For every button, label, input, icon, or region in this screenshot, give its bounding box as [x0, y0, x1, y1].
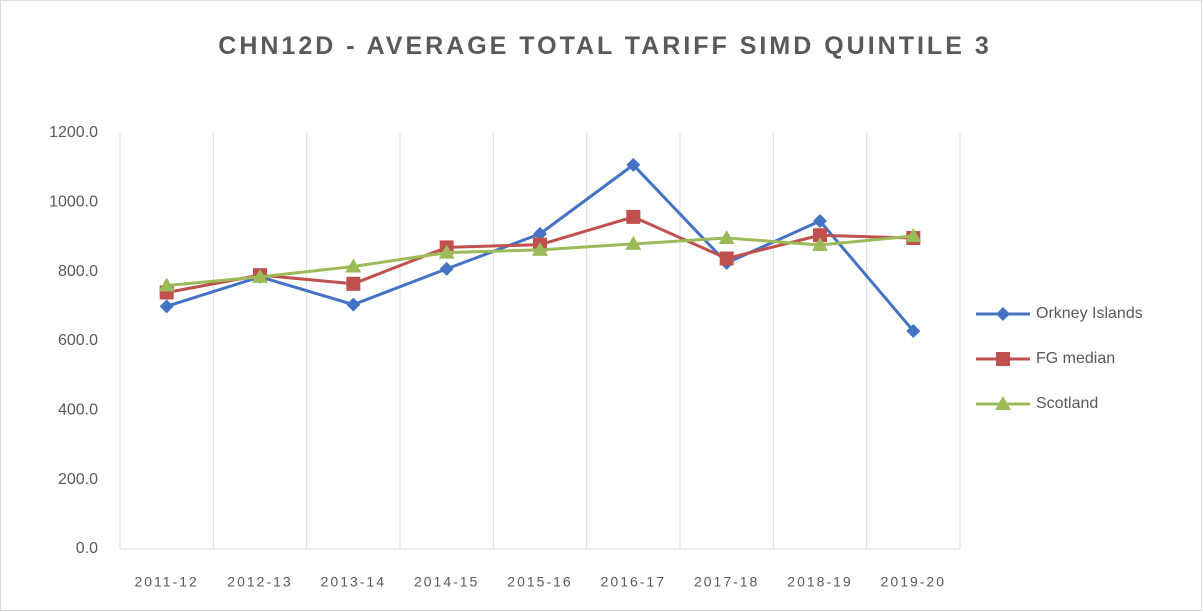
y-tick-label: 1000.0 — [49, 194, 98, 211]
data-point — [252, 268, 268, 283]
y-tick-label: 0.0 — [76, 540, 98, 557]
y-tick-label: 600.0 — [58, 332, 98, 349]
x-tick-label: 2019-20 — [881, 574, 946, 590]
x-tick-label: 2013-14 — [321, 574, 386, 590]
data-point — [813, 228, 827, 243]
data-point — [625, 235, 642, 250]
data-point — [719, 251, 734, 266]
data-point — [532, 241, 548, 256]
data-point — [346, 276, 361, 291]
data-point — [158, 277, 175, 292]
y-tick-label: 1200.0 — [49, 124, 98, 141]
y-tick-label: 800.0 — [58, 263, 98, 280]
data-point — [812, 236, 828, 251]
legend-label: Orkney Islands — [1036, 305, 1143, 322]
y-tick-label: 400.0 — [58, 402, 98, 419]
x-tick-label: 2012-13 — [227, 574, 292, 590]
y-tick-label: 200.0 — [58, 471, 98, 488]
data-point — [905, 227, 922, 242]
legend-marker — [996, 307, 1010, 321]
legend-marker — [995, 396, 1011, 410]
x-tick-label: 2018-19 — [787, 574, 852, 590]
data-point — [906, 323, 921, 338]
data-point — [346, 297, 361, 312]
legend-marker — [996, 352, 1010, 366]
x-tick-label: 2015-16 — [507, 574, 572, 590]
data-point — [345, 258, 362, 273]
data-point — [438, 244, 455, 259]
x-tick-label: 2014-15 — [414, 574, 479, 590]
legend-label: FG median — [1036, 350, 1115, 367]
chart-title: CHN12D - AVERAGE TOTAL TARIFF SIMD QUINT… — [218, 32, 992, 60]
x-tick-label: 2011-12 — [134, 574, 198, 590]
data-point — [626, 209, 641, 224]
data-point — [718, 230, 735, 245]
data-point — [533, 226, 547, 241]
data-point — [159, 299, 174, 314]
x-tick-label: 2016-17 — [601, 574, 666, 590]
data-point — [813, 214, 827, 229]
legend-label: Scotland — [1036, 395, 1098, 412]
data-point — [626, 157, 641, 172]
data-point — [439, 261, 454, 276]
x-tick-label: 2017-18 — [694, 574, 759, 590]
